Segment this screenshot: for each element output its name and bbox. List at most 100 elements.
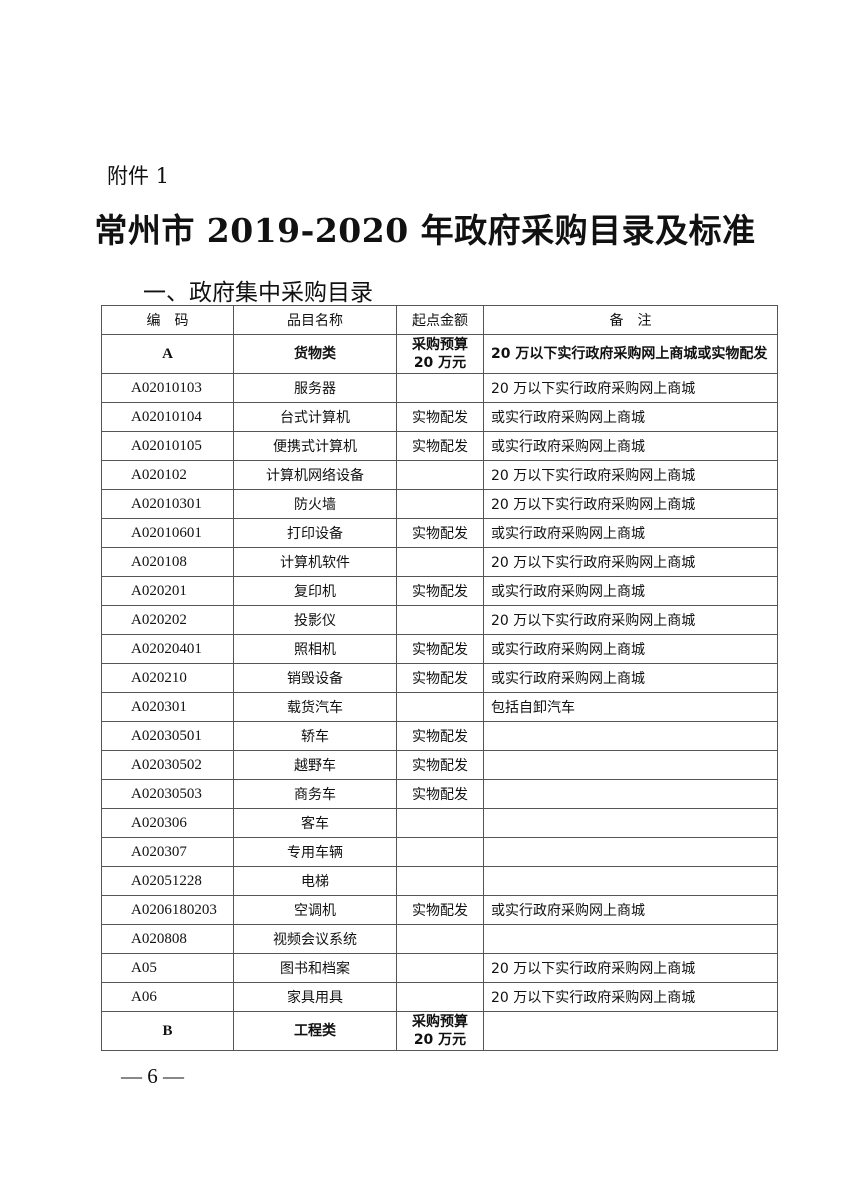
row-threshold [396,692,484,722]
row-threshold [396,808,484,838]
row-notes [483,866,778,896]
category-row: B 工程类 采购预算20 万元 [101,1011,778,1051]
row-threshold [396,460,484,490]
row-threshold [396,866,484,896]
row-item-name: 照相机 [233,634,397,664]
row-notes: 或实行政府采购网上商城 [483,431,778,461]
row-threshold: 实物配发 [396,750,484,780]
row-item-name: 货物类 [233,334,397,374]
table-row: A020306 客车 [101,808,778,838]
row-item-name: 投影仪 [233,605,397,635]
row-item-name: 计算机网络设备 [233,460,397,490]
row-code: A02020401 [101,634,234,664]
row-notes [483,779,778,809]
row-threshold: 实物配发 [396,663,484,693]
row-threshold: 实物配发 [396,576,484,606]
row-threshold: 采购预算20 万元 [396,334,484,374]
row-notes: 或实行政府采购网上商城 [483,576,778,606]
row-code: A020108 [101,547,234,577]
table-row: A02030502 越野车 实物配发 [101,750,778,780]
table-row: A020108 计算机软件 20 万以下实行政府采购网上商城 [101,547,778,577]
table-row: A02010301 防火墙 20 万以下实行政府采购网上商城 [101,489,778,519]
row-code: A02010103 [101,373,234,403]
row-threshold [396,837,484,867]
row-item-name: 防火墙 [233,489,397,519]
row-code: A [101,334,234,374]
row-item-name: 载货汽车 [233,692,397,722]
row-item-name: 台式计算机 [233,402,397,432]
row-item-name: 客车 [233,808,397,838]
row-threshold: 实物配发 [396,895,484,925]
row-item-name: 商务车 [233,779,397,809]
table-row: A020201 复印机 实物配发 或实行政府采购网上商城 [101,576,778,606]
header-threshold: 起点金额 [396,305,484,335]
table-row: A020307 专用车辆 [101,837,778,867]
row-code: A020301 [101,692,234,722]
table-row: A020210 销毁设备 实物配发 或实行政府采购网上商城 [101,663,778,693]
row-notes [483,808,778,838]
row-code: A02010301 [101,489,234,519]
row-code: A020808 [101,924,234,954]
row-code: B [101,1011,234,1051]
row-code: A020102 [101,460,234,490]
page-number: — 6 — [121,1064,184,1088]
row-code: A020306 [101,808,234,838]
row-item-name: 销毁设备 [233,663,397,693]
row-notes: 20 万以下实行政府采购网上商城 [483,953,778,983]
table-row: A02051228 电梯 [101,866,778,896]
row-notes: 20 万以下实行政府采购网上商城 [483,547,778,577]
row-notes [483,1011,778,1051]
row-notes: 或实行政府采购网上商城 [483,402,778,432]
table-row: A02020401 照相机 实物配发 或实行政府采购网上商城 [101,634,778,664]
table-row: A02010103 服务器 20 万以下实行政府采购网上商城 [101,373,778,403]
row-notes: 20 万以下实行政府采购网上商城或实物配发 [483,334,778,374]
section-heading: 一、政府集中采购目录 [143,280,373,306]
row-item-name: 家具用具 [233,982,397,1012]
table-row: A02030501 轿车 实物配发 [101,721,778,751]
table-row: A020202 投影仪 20 万以下实行政府采购网上商城 [101,605,778,635]
header-item-name: 品目名称 [233,305,397,335]
row-code: A020202 [101,605,234,635]
row-notes [483,750,778,780]
table-row: A020808 视频会议系统 [101,924,778,954]
row-notes [483,721,778,751]
document-title: 常州市 2019-2020 年政府采购目录及标准 [94,211,756,250]
row-item-name: 图书和档案 [233,953,397,983]
row-notes: 或实行政府采购网上商城 [483,634,778,664]
row-code: A02010104 [101,402,234,432]
table-row: A02010105 便携式计算机 实物配发 或实行政府采购网上商城 [101,431,778,461]
row-item-name: 打印设备 [233,518,397,548]
row-code: A06 [101,982,234,1012]
table-row: A02030503 商务车 实物配发 [101,779,778,809]
row-item-name: 复印机 [233,576,397,606]
table-header-row: 编 码 品目名称 起点金额 备 注 [101,305,778,335]
table-row: A0206180203 空调机 实物配发 或实行政府采购网上商城 [101,895,778,925]
table-row: A02010104 台式计算机 实物配发 或实行政府采购网上商城 [101,402,778,432]
row-threshold [396,489,484,519]
table-row: A06 家具用具 20 万以下实行政府采购网上商城 [101,982,778,1012]
row-item-name: 工程类 [233,1011,397,1051]
row-code: A02030503 [101,779,234,809]
row-code: A02030502 [101,750,234,780]
table-row: A020102 计算机网络设备 20 万以下实行政府采购网上商城 [101,460,778,490]
row-code: A02010601 [101,518,234,548]
row-code: A020307 [101,837,234,867]
procurement-catalog-table: 编 码 品目名称 起点金额 备 注 A 货物类 采购预算20 万元 20 万以下实行政… [101,305,778,1051]
row-threshold [396,924,484,954]
row-item-name: 计算机软件 [233,547,397,577]
row-item-name: 越野车 [233,750,397,780]
header-code: 编 码 [101,305,234,335]
row-code: A020201 [101,576,234,606]
row-notes: 或实行政府采购网上商城 [483,663,778,693]
row-item-name: 专用车辆 [233,837,397,867]
row-threshold: 实物配发 [396,721,484,751]
row-item-name: 电梯 [233,866,397,896]
row-threshold [396,982,484,1012]
row-item-name: 空调机 [233,895,397,925]
row-threshold: 实物配发 [396,518,484,548]
row-notes: 20 万以下实行政府采购网上商城 [483,489,778,519]
row-notes: 20 万以下实行政府采购网上商城 [483,460,778,490]
category-row: A 货物类 采购预算20 万元 20 万以下实行政府采购网上商城或实物配发 [101,334,778,374]
table-row: A020301 载货汽车 包括自卸汽车 [101,692,778,722]
row-code: A02030501 [101,721,234,751]
